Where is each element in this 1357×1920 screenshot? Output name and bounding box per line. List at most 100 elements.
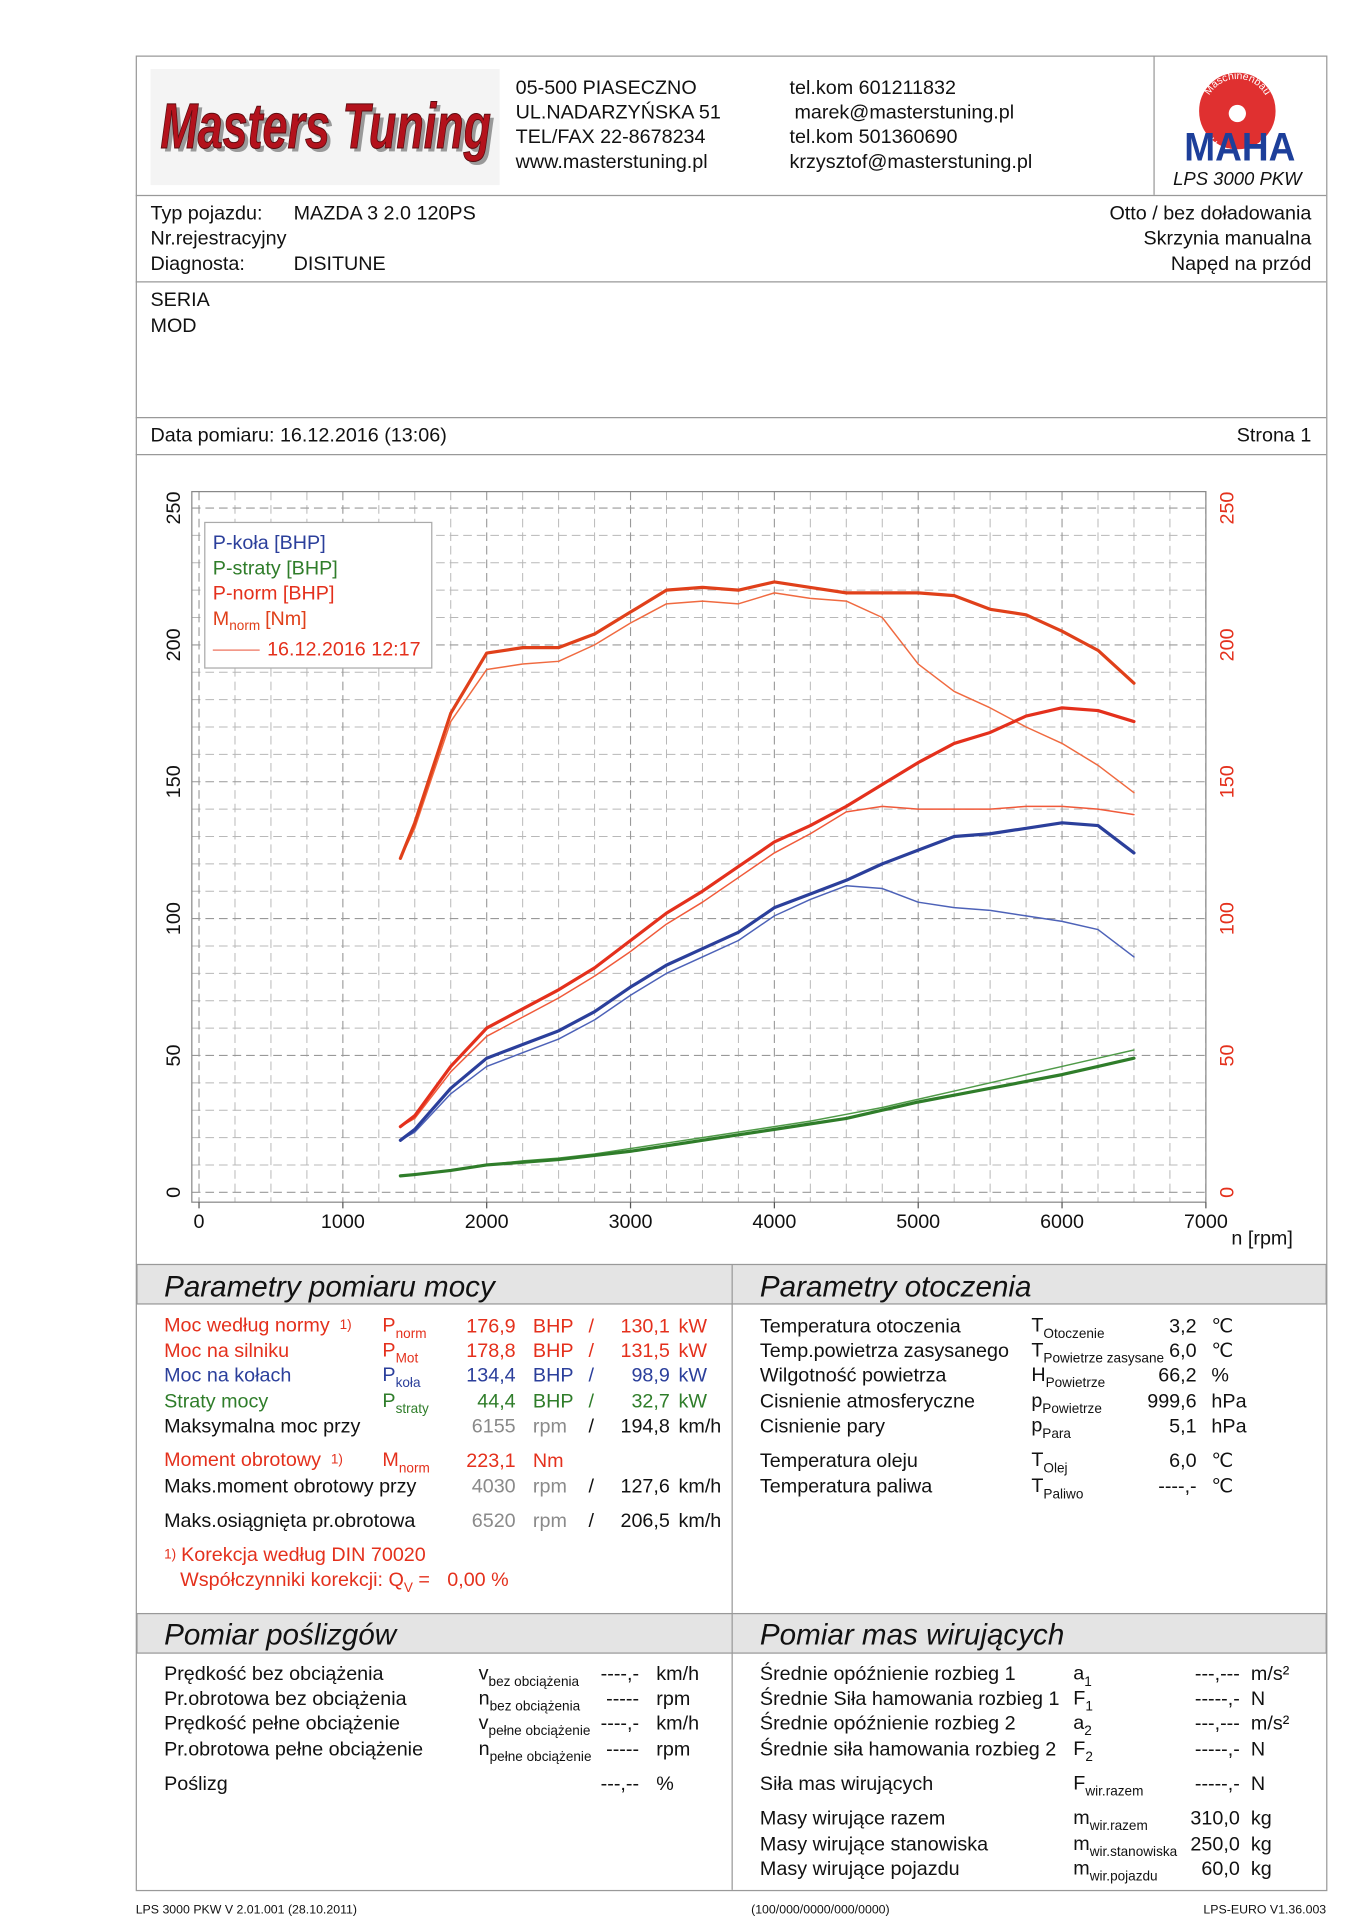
symbol-group: F2 [1073,1739,1093,1765]
unit-text: rpm [656,1688,691,1710]
symbol: T [1031,1476,1044,1498]
legend-entry[interactable]: P-koła [BHP] [213,532,326,554]
curve [398,706,1136,1129]
legend-unit: [Nm] [265,608,307,630]
contact-line: marek@masterstuning.pl [794,102,1015,124]
correction-eq: = [418,1569,430,1591]
value-text: 206,5 [620,1511,670,1533]
symbol-sub: Powietrze [1042,1402,1102,1417]
grid [191,491,1207,1203]
unit-text: km/h [678,1416,722,1438]
address-line: www.masterstuning.pl [515,151,708,173]
y2-tick-label: 150 [1217,765,1239,798]
symbol-group: pPara [1031,1415,1071,1442]
y-tick-label: 250 [163,492,185,525]
unit-text: ℃ [1211,1450,1234,1472]
x-tick-label: 4000 [752,1211,796,1233]
symbol-sub: wir.stanowiska [1089,1844,1178,1860]
row-label: Pr.obrotowa bez obciążenia [164,1688,407,1710]
unit-cell: % [1211,1366,1229,1388]
unit-text: N [1250,1773,1266,1795]
symbol-sub: wir.razem [1089,1819,1148,1834]
symbol-sub: wir.razem [1085,1784,1144,1800]
correction-symbol: Q [388,1569,404,1591]
vehicle-value: DISITUNE [293,254,386,276]
symbol-group: F1 [1073,1688,1093,1715]
row-label: Siła mas wirujących [759,1773,934,1795]
unit-text: rpm [532,1511,567,1533]
row-label: Maksymalna moc przy [164,1416,361,1438]
legend-name: P-straty [BHP] [213,558,338,580]
symbol-group: nbez obciążenia [479,1688,581,1714]
value-cell: 5,1 [1169,1416,1196,1438]
sep-cell: / [588,1392,593,1414]
sep-text: / [588,1316,594,1338]
unit-text: kW [678,1365,708,1387]
unit-text: kW [678,1340,708,1362]
note: SERIA [150,289,210,311]
symbol-group: pPowietrze [1031,1391,1102,1417]
symbol: p [1031,1415,1043,1437]
legend-name: M [213,608,229,630]
symbol-sub: Powietrze [1045,1376,1106,1391]
value-cell: 310,0 [1190,1809,1239,1831]
correction: Współczynniki korekcji: QV = 0,00 % [180,1569,509,1596]
sep-text: / [588,1340,594,1362]
symbol: P [382,1365,396,1386]
legend-entry[interactable]: Mnorm [Nm] [213,608,307,633]
value-text: 6,0 [1169,1340,1197,1362]
footnote-mark: 1) [339,1318,352,1333]
footnote: 1) Korekcja według DIN 70020 [164,1545,426,1568]
unit-cell: ℃ [1211,1451,1233,1473]
value-text: 6520 [471,1511,516,1533]
footer-right: LPS-EURO V1.36.003 [1203,1903,1327,1918]
row-label: Moment obrotowy [164,1450,321,1472]
symbol-sub: Otoczenie [1043,1326,1105,1342]
row-label: Temperatura paliwa [759,1476,933,1498]
row-label-group: Moc na silniku [164,1341,289,1363]
x-tick-label: 7000 [1184,1211,1228,1233]
value-cell: 3,2 [1169,1316,1196,1338]
symbol: H [1031,1365,1046,1386]
unit2-cell: kW [679,1392,708,1414]
row-label: Średnie siła hamowania rozbieg 2 [759,1739,1057,1761]
legend-entry[interactable]: P-norm [BHP] [213,583,335,605]
symbol-sub: norm [395,1326,427,1342]
y2-tick-label: 200 [1217,628,1239,661]
sep-cell: / [588,1511,593,1533]
unit-text: ℃ [1211,1476,1234,1498]
symbol-sub: Paliwo [1043,1487,1084,1502]
value-text: 310,0 [1190,1808,1240,1830]
symbol-sub: 1 [1085,1699,1093,1715]
sep-text: / [588,1365,594,1387]
unit-text: kg [1250,1859,1272,1881]
unit-text: kW [678,1391,708,1413]
sep-cell: / [588,1341,593,1363]
value2-cell: 206,5 [620,1511,669,1533]
legend-entry[interactable]: 16.12.2016 12:17 [267,638,421,660]
y2-tick-label: 0 [1217,1187,1239,1198]
x-tick-label: 1000 [321,1211,365,1233]
row-label: Cisnienie atmosferyczne [759,1391,975,1413]
symbol-sub: wir.pojazdu [1089,1869,1158,1885]
unit-cell: rpm [533,1416,567,1438]
unit-text: kW [678,1316,708,1338]
y2-tick-label: 100 [1217,902,1239,935]
value-cell: 178,8 [466,1341,515,1363]
row-label: Moc na silniku [164,1340,290,1362]
sep-text: / [588,1476,594,1498]
row-label: Temperatura otoczenia [759,1316,961,1338]
legend-entry[interactable]: P-straty [BHP] [213,558,338,580]
symbol: a [1073,1712,1085,1734]
vehicle-label: Typ pojazdu: [150,203,263,225]
row-label: Masy wirujące stanowiska [759,1834,989,1856]
symbol-sub: Mot [395,1351,419,1367]
symbol-sub: straty [395,1402,429,1417]
row-label: Masy wirujące razem [759,1808,946,1830]
row-label: Średnie opóźnienie rozbieg 2 [759,1713,1016,1735]
value-text: 6155 [471,1416,516,1438]
unit-text: rpm [656,1739,691,1761]
symbol: v [478,1712,489,1734]
value2-cell: 98,9 [631,1366,669,1388]
